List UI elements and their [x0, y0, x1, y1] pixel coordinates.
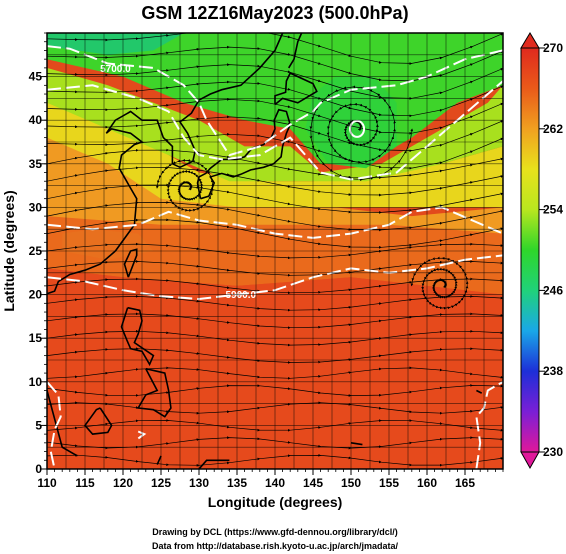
credit-line-2: Data from http://database.rish.kyoto-u.a… — [152, 541, 399, 551]
colorbar-body — [520, 47, 540, 453]
x-tick-label: 115 — [75, 476, 95, 490]
x-tick-label: 165 — [455, 476, 475, 490]
y-tick-label: 15 — [29, 331, 43, 345]
y-tick-label: 35 — [29, 157, 43, 171]
coastline — [156, 455, 162, 465]
height-contour — [47, 381, 62, 469]
x-tick-label: 110 — [37, 476, 57, 490]
y-axis-title: Latitude (degrees) — [1, 190, 17, 311]
coastline — [123, 248, 138, 278]
contour-label: 5900.0 — [226, 290, 257, 301]
colorbar-ticks: 230 238 246 254 262 270 — [539, 41, 563, 459]
coastline — [198, 459, 230, 469]
contour-label: 5700.0 — [100, 64, 131, 75]
colorbar: 230 238 246 254 262 270 — [520, 32, 563, 470]
colorbar-tick-label: 262 — [543, 122, 563, 136]
height-contour — [47, 45, 503, 157]
vortex-streamline — [309, 85, 414, 182]
coastline — [274, 72, 318, 106]
y-tick-label: 25 — [29, 244, 43, 258]
colorbar-bottom-triangle — [520, 451, 540, 470]
height-contour — [47, 80, 503, 181]
y-tick-label: 45 — [29, 70, 43, 84]
colorbar-tick-label: 246 — [543, 283, 563, 297]
coastline — [476, 389, 483, 394]
low-center-contour — [349, 119, 366, 138]
colorbar-tick-label: 230 — [543, 445, 563, 459]
coastline — [47, 250, 116, 295]
y-tick-label: 5 — [35, 418, 42, 432]
x-tick-label: 155 — [379, 476, 399, 490]
x-tick-label: 150 — [341, 476, 361, 490]
x-tick-label: 160 — [417, 476, 437, 490]
y-tick-label: 40 — [29, 113, 43, 127]
x-tick-label: 145 — [303, 476, 323, 490]
coastline — [350, 442, 363, 446]
height-contour — [137, 430, 147, 440]
coastline — [105, 33, 284, 252]
coastline — [288, 33, 303, 69]
x-axis: 110 115 120 125 130 135 140 145 150 155 160 165 — [37, 469, 504, 490]
colorbar-top-triangle — [520, 32, 540, 49]
y-tick-label: 10 — [29, 375, 43, 389]
credit-line-1: Drawing by DCL (https://www.gfd-dennou.o… — [152, 527, 398, 537]
grid-lines — [47, 33, 503, 469]
x-tick-label: 135 — [227, 476, 247, 490]
y-axis: 0 5 10 15 20 25 30 35 40 45 — [29, 32, 47, 476]
vortex-streamline — [155, 158, 215, 212]
plot-area: 5700.0 5900.0 — [46, 32, 504, 470]
colorbar-tick-label: 254 — [543, 203, 563, 217]
x-tick-label: 125 — [151, 476, 171, 490]
y-tick-label: 30 — [29, 200, 43, 214]
y-tick-label: 0 — [35, 462, 42, 476]
x-tick-label: 120 — [113, 476, 133, 490]
x-tick-label: 140 — [265, 476, 285, 490]
x-axis-title: Longitude (degrees) — [208, 494, 343, 510]
chart-title: GSM 12Z16May2023 (500.0hPa) — [141, 3, 408, 23]
y-tick-label: 20 — [29, 288, 43, 302]
colorbar-tick-label: 270 — [543, 41, 563, 55]
x-tick-label: 130 — [189, 476, 209, 490]
coastline — [392, 33, 394, 34]
colorbar-tick-label: 238 — [543, 364, 563, 378]
